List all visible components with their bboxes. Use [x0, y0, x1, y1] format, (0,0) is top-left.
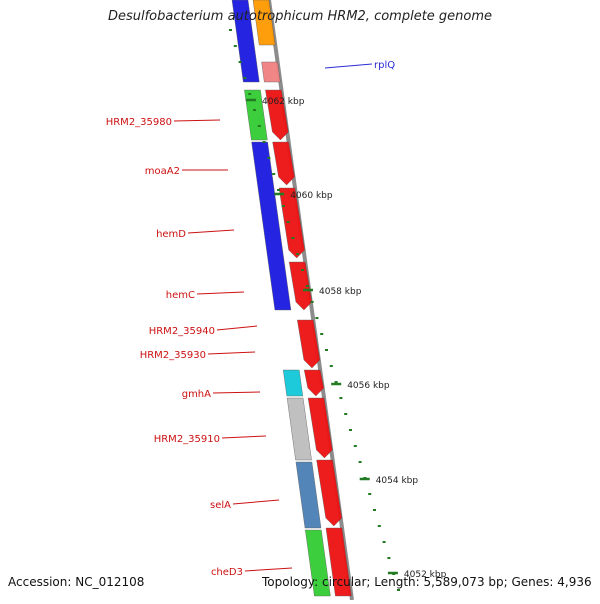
gene-arrow-9	[325, 527, 352, 597]
gene-label: selA	[210, 500, 231, 511]
gene-label: hemC	[166, 290, 195, 301]
gene-arrow-5	[297, 319, 321, 369]
map-title: Desulfobacterium autotrophicum HRM2, com…	[107, 9, 493, 24]
gene-arrow-1	[265, 89, 289, 141]
tick-label: 4058 kbp	[319, 287, 362, 297]
gene-label: HRM2_35910	[154, 434, 220, 445]
gene-label-connector	[324, 63, 373, 69]
cog-band-green	[244, 89, 268, 141]
cog-band-gray	[286, 397, 312, 461]
gene-label: moaA2	[145, 166, 180, 177]
gene-label: hemD	[156, 229, 186, 240]
cog-band-steel	[295, 461, 322, 529]
cog-feature-top	[252, 0, 276, 46]
gene-label: HRM2_35930	[140, 350, 206, 361]
gene-label-connector	[221, 435, 267, 439]
tick-label: 4052 kbp	[404, 570, 447, 580]
gene-label-connector	[207, 351, 256, 355]
gene-arrow-6	[303, 369, 325, 397]
tick-label: 4062 kbp	[262, 97, 305, 107]
gene-label: HRM2_35940	[149, 326, 215, 337]
gene-arrow-3	[278, 187, 305, 259]
gene-label: gmhA	[182, 389, 211, 400]
cog-feature-rplq	[261, 61, 281, 83]
cog-band-cyan	[282, 369, 304, 397]
gene-label-connector	[232, 499, 280, 505]
gene-arrow-2	[272, 141, 295, 186]
gene-label-connector	[196, 291, 245, 295]
gene-label-connector	[244, 567, 293, 572]
accession-text: Accession: NC_012108	[8, 575, 145, 589]
gene-arrow-4	[288, 261, 313, 311]
gene-label-connector	[173, 119, 221, 122]
gene-label-connector	[187, 229, 235, 234]
cog-band-blue	[251, 141, 292, 311]
gene-arrow-8	[316, 459, 343, 527]
gene-label: cheD3	[211, 567, 243, 578]
tick-label: 4060 kbp	[290, 191, 333, 201]
gene-arrow-7	[307, 397, 333, 459]
cog-band-green-bottom	[305, 529, 331, 597]
gene-label: rplQ	[374, 60, 395, 71]
genome-stats-text: Topology: circular; Length: 5,589,073 bp…	[262, 575, 592, 589]
gene-label: HRM2_35980	[106, 117, 172, 128]
gene-label-connector	[216, 325, 258, 331]
tick-label: 4054 kbp	[376, 476, 419, 486]
tick-label: 4056 kbp	[347, 381, 390, 391]
cog-band-blue-top	[231, 0, 260, 83]
gene-label-connector	[212, 391, 261, 394]
